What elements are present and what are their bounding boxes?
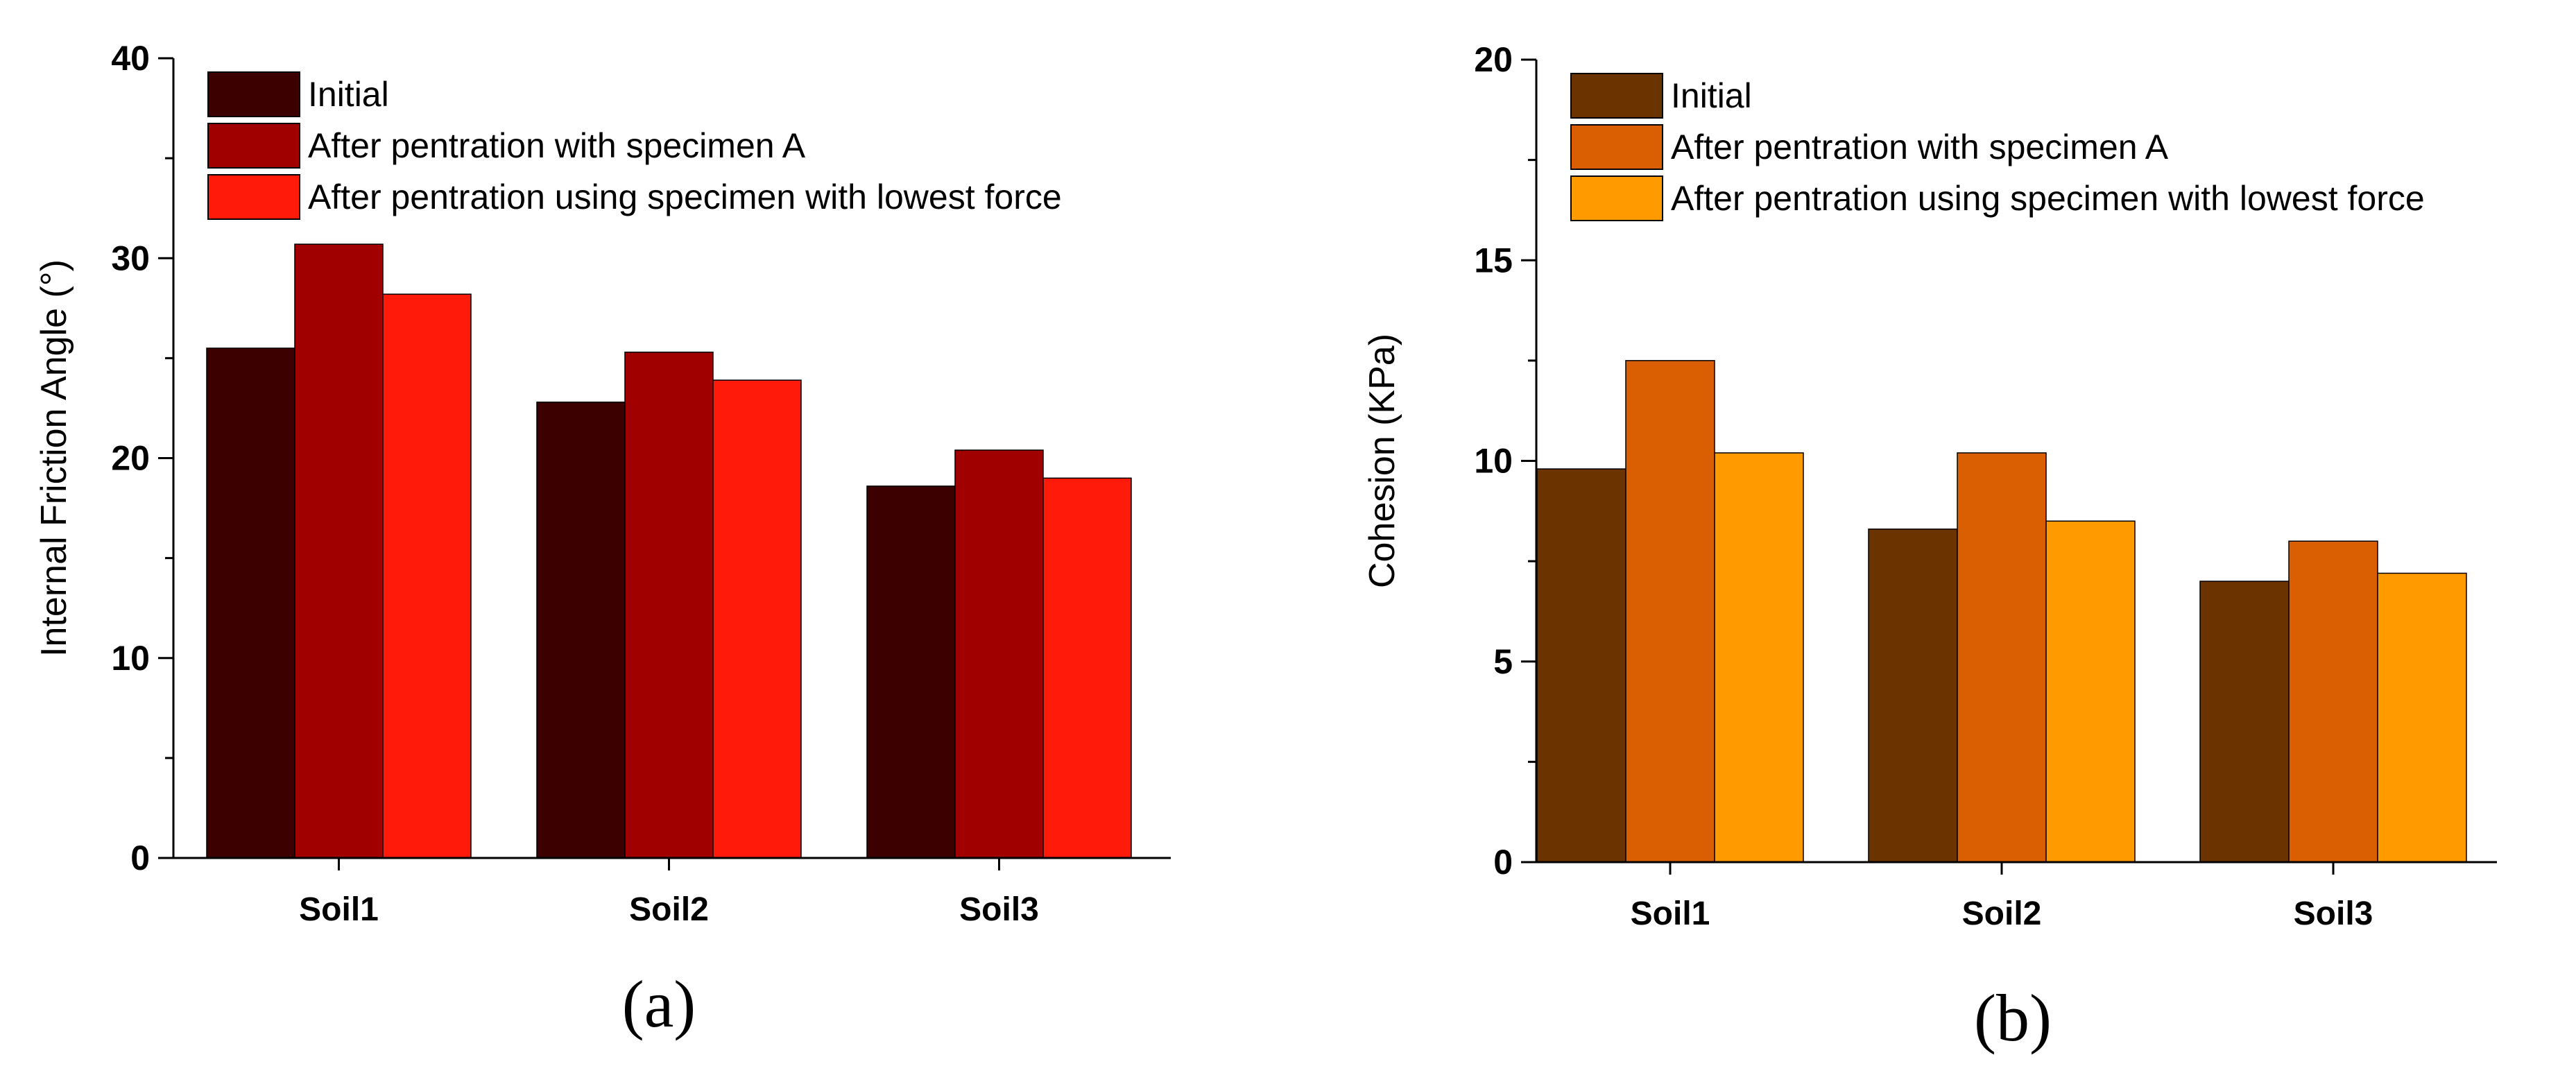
y-axis-title: Cohesion (KPa) bbox=[1362, 334, 1402, 588]
bar-soil1-series-1 bbox=[1536, 468, 1626, 863]
bar-soil3-series-3 bbox=[2377, 572, 2467, 863]
y-tick-label: 20 bbox=[111, 439, 150, 478]
legend-label-1: Initial bbox=[1671, 76, 1752, 115]
bar-soil2-series-3 bbox=[712, 379, 802, 859]
legend-label-3: After pentration using specimen with low… bbox=[1671, 179, 2425, 218]
y-tick-label: 30 bbox=[111, 239, 150, 277]
y-tick-label: 0 bbox=[130, 839, 150, 877]
legend-swatch-1 bbox=[207, 71, 300, 117]
bar-soil2-series-2 bbox=[624, 351, 714, 859]
legend-swatch-2 bbox=[207, 123, 300, 169]
bar-soil2-series-2 bbox=[1957, 452, 2047, 863]
bar-soil3-series-2 bbox=[2288, 540, 2378, 863]
legend: Initial After pentration with specimen A A… bbox=[207, 71, 1062, 220]
y-tick-label: 0 bbox=[1493, 843, 1513, 882]
bar-soil2-series-1 bbox=[1868, 529, 1958, 863]
panel-label: (a) bbox=[622, 967, 696, 1041]
x-tick-label: Soil2 bbox=[629, 891, 709, 928]
bar-soil2-series-1 bbox=[536, 402, 626, 859]
x-tick-label: Soil2 bbox=[1962, 895, 2042, 932]
legend-swatch-2 bbox=[1570, 124, 1663, 170]
panel-label: (b) bbox=[1974, 981, 2052, 1055]
y-axis-title: Internal Friction Angle (°) bbox=[34, 259, 74, 657]
y-tick-label: 10 bbox=[111, 639, 150, 678]
x-tick-label: Soil1 bbox=[299, 891, 379, 928]
x-tick-label: Soil3 bbox=[959, 891, 1039, 928]
bar-soil3-series-1 bbox=[2199, 581, 2290, 863]
bar-soil1-series-3 bbox=[1714, 452, 1804, 863]
y-tick-label: 15 bbox=[1474, 241, 1513, 280]
y-tick-label: 5 bbox=[1493, 642, 1513, 681]
legend-swatch-3 bbox=[1570, 175, 1663, 221]
x-tick-label: Soil3 bbox=[2294, 895, 2373, 932]
legend-swatch-3 bbox=[207, 174, 300, 220]
chart-panel-1: Soil1 Soil2 Soil3 0 10 20 30 40 Internal Frictio… bbox=[34, 39, 1171, 1041]
bar-soil3-series-2 bbox=[954, 449, 1044, 859]
bar-soil1-series-2 bbox=[1625, 360, 1715, 863]
bar-soil1-series-1 bbox=[206, 347, 295, 859]
bar-soil1-series-2 bbox=[294, 243, 384, 859]
legend-label-3: After pentration using specimen with low… bbox=[308, 178, 1062, 216]
legend-swatch-1 bbox=[1570, 73, 1663, 119]
bar-soil1-series-3 bbox=[382, 293, 472, 859]
y-tick-label: 10 bbox=[1474, 442, 1513, 481]
bar-soil3-series-3 bbox=[1042, 477, 1132, 859]
chart-panel-2: Soil1 Soil2 Soil3 0 5 10 15 20 Cohesion (KPa) Ini… bbox=[1362, 40, 2497, 1055]
y-tick-label: 20 bbox=[1474, 40, 1513, 79]
legend-label-2: After pentration with specimen A bbox=[308, 126, 806, 165]
legend-label-2: After pentration with specimen A bbox=[1671, 128, 2169, 166]
x-tick-label: Soil1 bbox=[1631, 895, 1710, 932]
y-tick-label: 40 bbox=[111, 39, 150, 78]
legend-label-1: Initial bbox=[308, 75, 389, 114]
bar-soil2-series-3 bbox=[2045, 520, 2136, 863]
bar-soil3-series-1 bbox=[866, 486, 956, 859]
legend: Initial After pentration with specimen A A… bbox=[1570, 73, 2425, 221]
